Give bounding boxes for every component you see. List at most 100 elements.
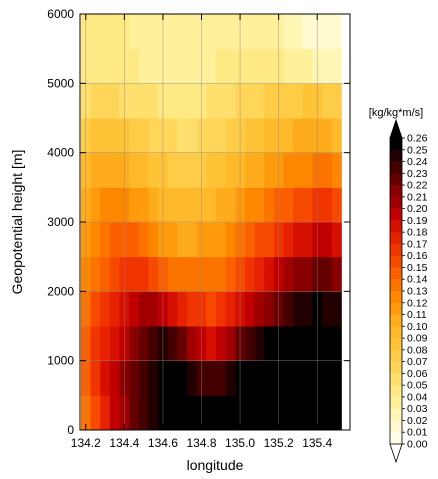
colorbar-swatch (390, 173, 402, 186)
heatmap-cell (283, 222, 294, 258)
heatmap-cell (264, 222, 275, 258)
heatmap-cell (109, 256, 121, 292)
heatmap-cell (264, 326, 275, 362)
heatmap-cell (177, 395, 188, 430)
heatmap-cell (167, 152, 178, 188)
heatmap-cell (206, 118, 217, 154)
heatmap-cell (100, 48, 111, 84)
heatmap-cell (90, 187, 101, 223)
heatmap-cell (129, 14, 140, 50)
colorbar-swatch (390, 243, 402, 257)
colorbar-label: 0.26 (407, 133, 428, 145)
heatmap-cell (129, 118, 140, 154)
heatmap-cell (302, 14, 313, 50)
heatmap-cell (331, 222, 342, 258)
heatmap-cell (302, 395, 313, 430)
heatmap-cell (206, 83, 217, 119)
heatmap-cell (322, 360, 333, 396)
heatmap-cell (129, 48, 140, 84)
heatmap-cell (215, 14, 227, 50)
heatmap-cell (177, 83, 188, 119)
heatmap-cell (302, 291, 313, 327)
heatmap-cell (283, 152, 294, 188)
heatmap-cell (167, 118, 178, 154)
heatmap-cell (254, 360, 265, 396)
heatmap-cell (322, 118, 333, 154)
heatmap-cell (322, 256, 333, 292)
heatmap-cell (148, 152, 159, 188)
heatmap-cell (177, 291, 188, 327)
colorbar-label: 0.16 (407, 250, 428, 262)
heatmap-cell (206, 291, 217, 327)
heatmap-cell (293, 360, 304, 396)
heatmap-cell (177, 360, 188, 396)
heatmap-cell (225, 360, 236, 396)
heatmap-cell (148, 14, 159, 50)
heatmap-cell (138, 83, 149, 119)
heatmap-cell (90, 83, 101, 119)
heatmap-cell (331, 395, 342, 430)
heatmap-cell (293, 14, 304, 50)
heatmap-cell (109, 48, 121, 84)
heatmap-cell (244, 360, 256, 396)
heatmap-cell (109, 222, 121, 258)
colorbar-label: 0.00 (407, 439, 428, 451)
heatmap-cell (90, 360, 101, 396)
heatmap-cell (254, 83, 265, 119)
heatmap-cell (129, 256, 140, 292)
heatmap-cell (225, 48, 236, 84)
heatmap-cell (283, 48, 294, 84)
x-tick-label: 135.2 (264, 436, 294, 450)
heatmap-cell (302, 83, 313, 119)
heatmap-cell (322, 187, 333, 223)
heatmap-cell (283, 360, 294, 396)
heatmap-cell (254, 395, 265, 430)
heatmap-cell (225, 118, 236, 154)
heatmap-cell (322, 291, 333, 327)
heatmap-cell (90, 14, 101, 50)
heatmap-cell (187, 222, 198, 258)
heatmap-cell (302, 48, 313, 84)
heatmap-cell (225, 326, 236, 362)
heatmap-cell (302, 256, 313, 292)
heatmap-cell (90, 291, 101, 327)
heatmap-cell (138, 326, 149, 362)
heatmap-cell (225, 291, 236, 327)
heatmap-cell (206, 256, 217, 292)
heatmap-cell (90, 395, 101, 430)
heatmap-cell (138, 187, 149, 223)
colorbar-swatch (390, 432, 402, 445)
heatmap-cell (167, 291, 178, 327)
colorbar-max-triangle (389, 118, 403, 139)
heatmap-cell (138, 360, 149, 396)
heatmap-cell (148, 83, 159, 119)
heatmap-cell (244, 187, 256, 223)
heatmap-cell (177, 222, 188, 258)
heatmap-cell (148, 326, 159, 362)
heatmap-cell (138, 222, 149, 258)
heatmap-cell (215, 222, 227, 258)
heatmap-cell (293, 222, 304, 258)
colorbar-label: 0.24 (407, 156, 428, 168)
heatmap-cell (206, 395, 217, 430)
heatmap-cell (177, 187, 188, 223)
heatmap-cell (302, 187, 313, 223)
heatmap-cell (254, 256, 265, 292)
heatmap-cell (293, 48, 304, 84)
heatmap-cell (283, 83, 294, 119)
heatmap-cell (302, 360, 313, 396)
colorbar-swatch (390, 385, 402, 398)
heatmap-cell (100, 83, 111, 119)
heatmap-cell (100, 187, 111, 223)
heatmap-cell (100, 256, 111, 292)
heatmap-cell (206, 14, 217, 50)
heatmap-cell (331, 291, 342, 327)
heatmap-cell (302, 326, 313, 362)
heatmap-cell (148, 118, 159, 154)
heatmap-cell (138, 291, 149, 327)
heatmap-cell (225, 222, 236, 258)
heatmap-cell (293, 291, 304, 327)
heatmap-cell (331, 326, 342, 362)
colorbar-swatch (390, 361, 402, 374)
